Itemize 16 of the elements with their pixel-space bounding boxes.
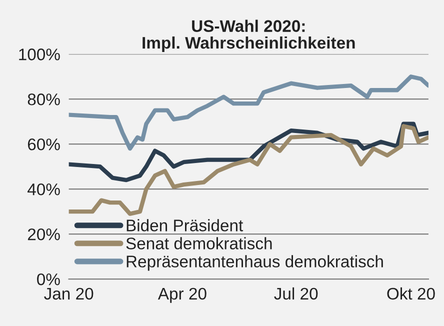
y-tick-label: 40% bbox=[28, 183, 60, 196]
y-tick-label: 20% bbox=[28, 228, 60, 240]
legend-label: Biden Präsident bbox=[126, 219, 244, 232]
y-tick-label: 100% bbox=[19, 48, 60, 60]
line-series bbox=[68, 124, 428, 216]
x-tick-label: Jan 20 bbox=[44, 288, 94, 300]
legend-label: Senat demokratisch bbox=[126, 237, 272, 250]
y-tick-label: 0% bbox=[37, 273, 60, 286]
y-tick-label: 60% bbox=[28, 138, 60, 150]
chart-title: US-Wahl 2020: Impl. Wahrscheinlichkeiten bbox=[142, 20, 355, 52]
legend-label: Repräsentantenhaus demokratisch bbox=[126, 255, 383, 271]
line-series bbox=[68, 74, 428, 151]
x-tick-label: Okt 20 bbox=[387, 287, 435, 300]
x-tick-label: Jul 20 bbox=[274, 287, 318, 300]
x-tick-label: Apr 20 bbox=[158, 288, 206, 303]
y-tick-label: 80% bbox=[28, 94, 60, 106]
